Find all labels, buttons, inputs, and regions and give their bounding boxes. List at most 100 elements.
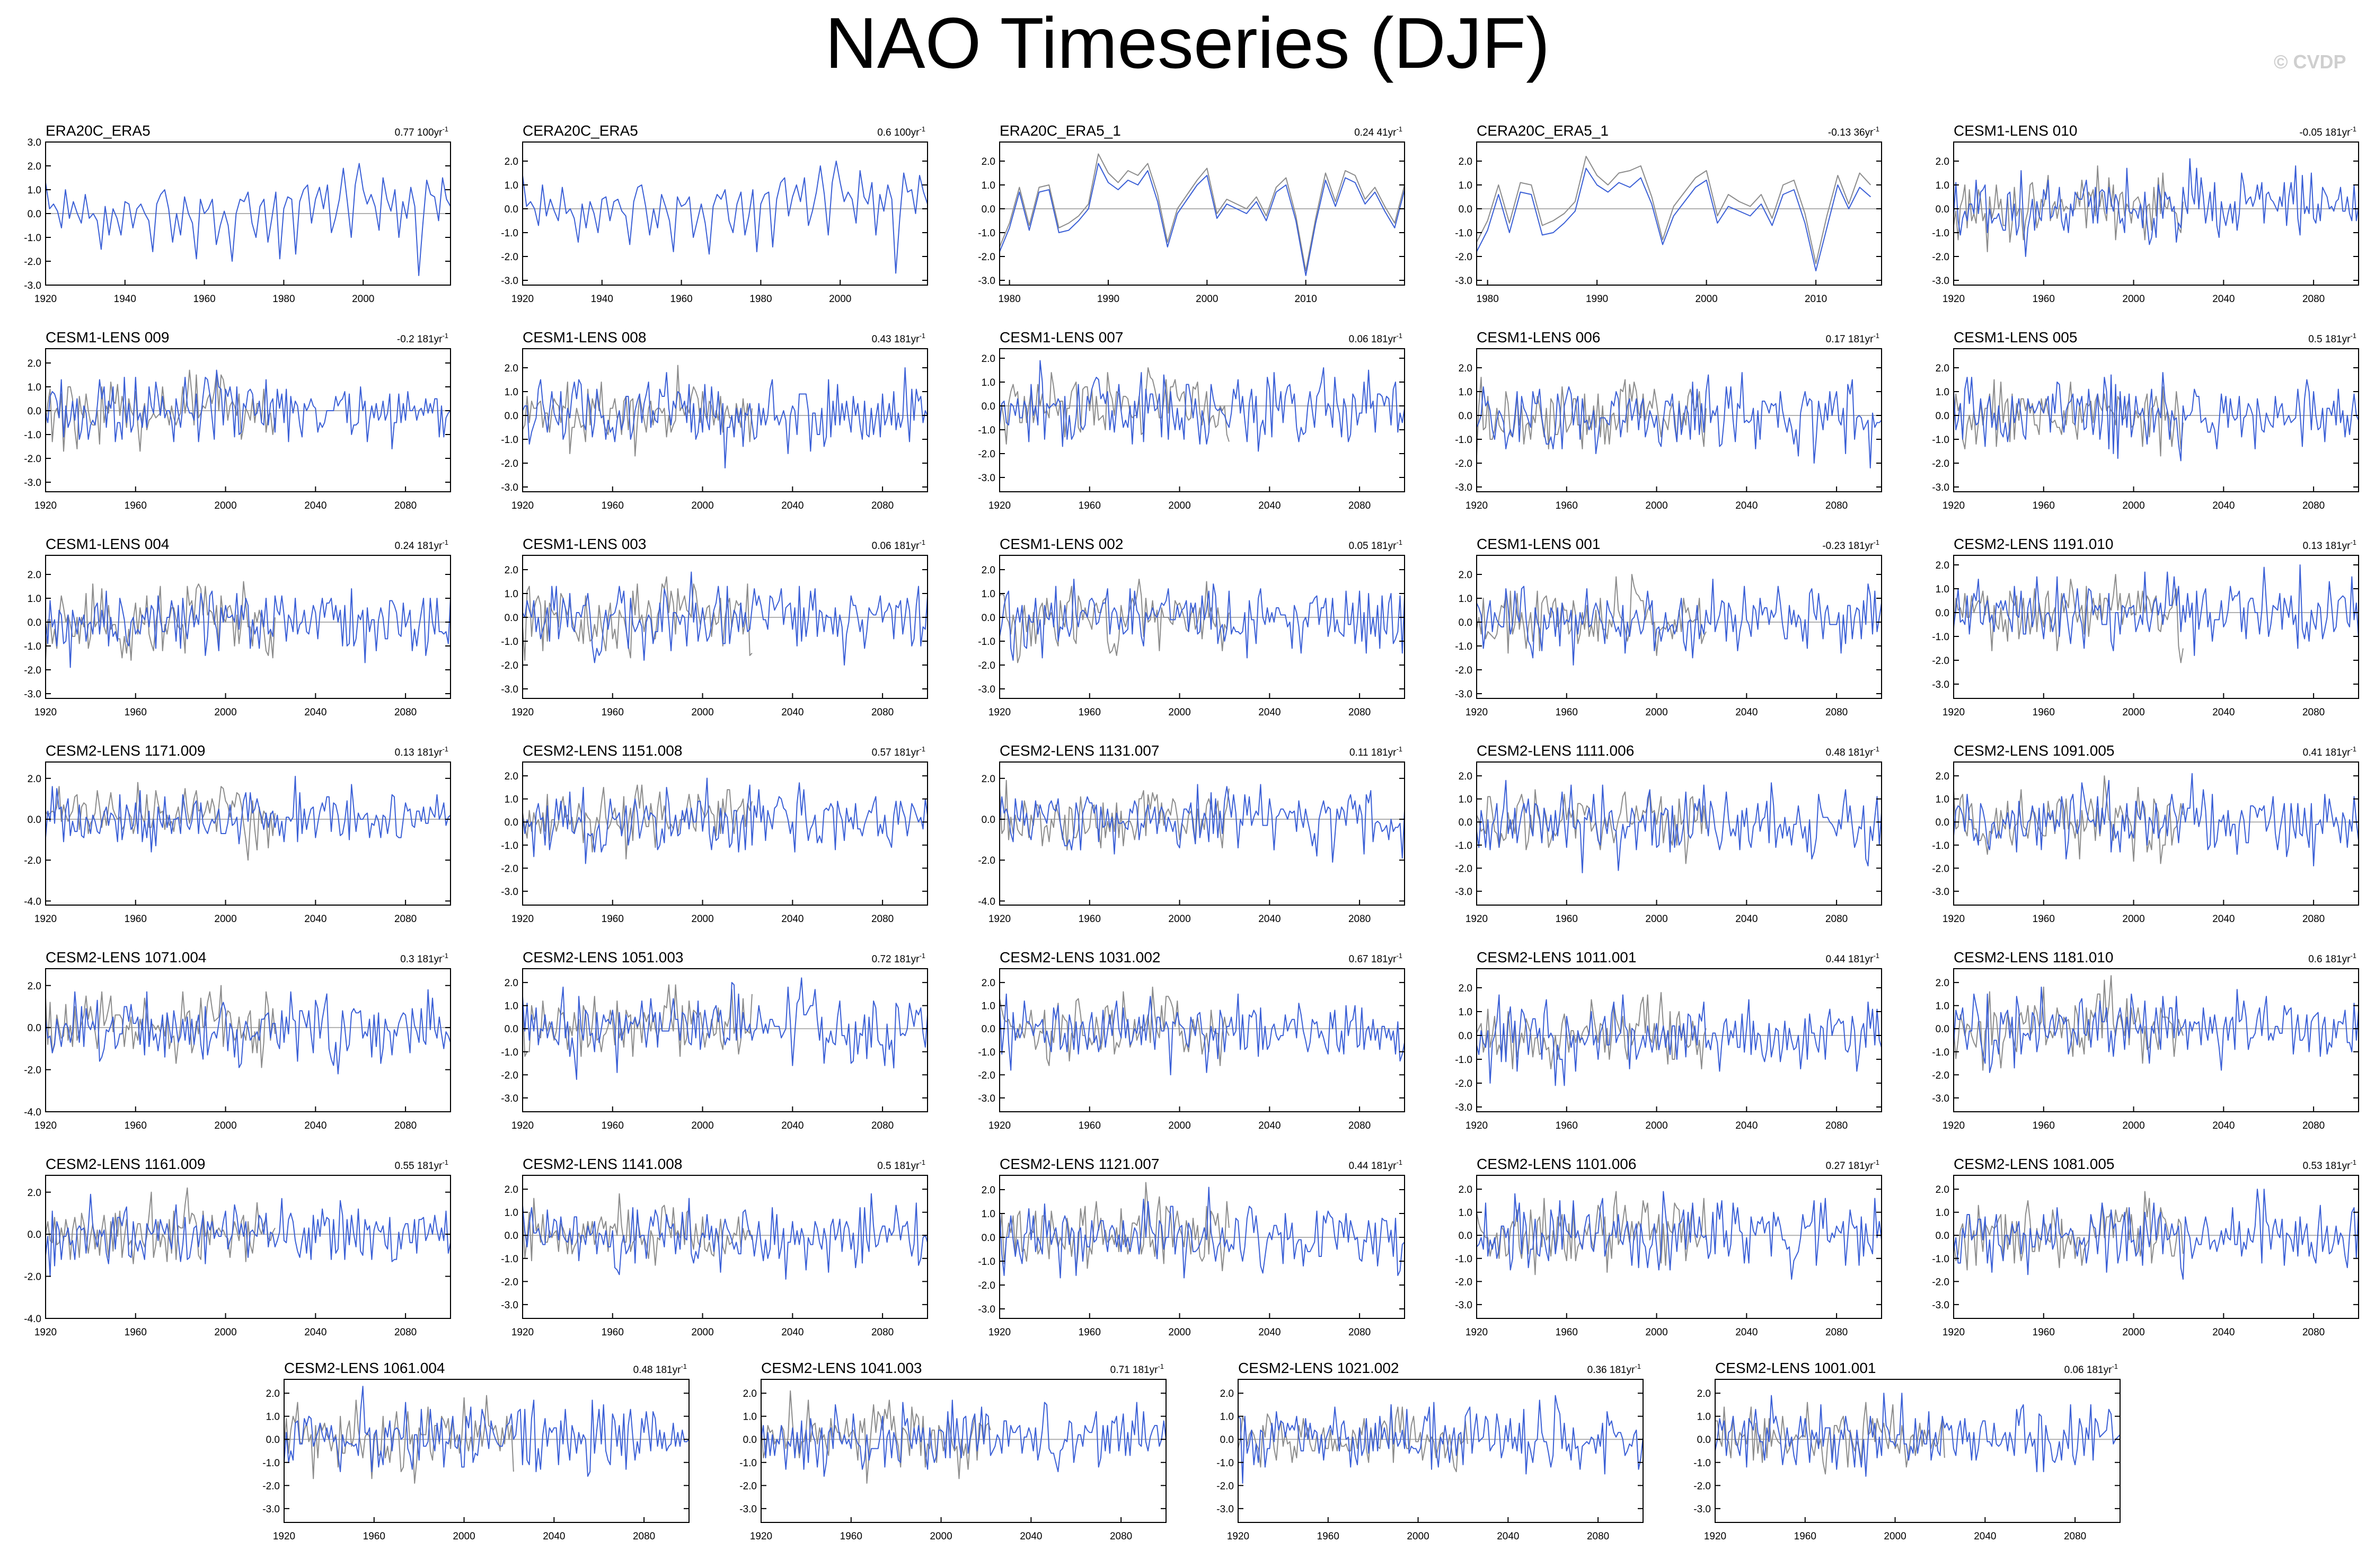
y-tick-label: 2.0 <box>505 565 518 576</box>
x-tick-label: 2080 <box>1348 1120 1371 1131</box>
y-tick-label: -2.0 <box>24 1065 41 1076</box>
y-tick-label: 0.0 <box>982 1233 995 1244</box>
y-tick-label: 1.0 <box>505 180 518 191</box>
y-tick-label: 1.0 <box>982 377 995 388</box>
x-tick-label: 2040 <box>543 1531 565 1542</box>
y-tick-label: 2.0 <box>1459 771 1472 782</box>
plot-frame <box>45 761 451 906</box>
y-tick-label: -1.0 <box>501 1047 518 1058</box>
trend-label: 0.67 181yr-1 <box>1349 952 1402 965</box>
plot-frame <box>522 761 928 906</box>
series-line <box>1953 372 2359 462</box>
y-tick-label: -3.0 <box>1932 1300 1949 1311</box>
y-tick-label: -1.0 <box>501 840 518 852</box>
x-tick-label: 2000 <box>691 1327 713 1338</box>
nao-panel: CESM2-LENS 1131.007 0.11 181yr-1 2.0 0.0 -2.… <box>954 731 1420 943</box>
y-tick-label: 0.0 <box>743 1434 757 1446</box>
y-tick-label: 0.0 <box>1936 1024 1949 1035</box>
series-line <box>761 1390 991 1484</box>
x-tick-label: 2040 <box>304 707 326 718</box>
x-tick-label: 1960 <box>602 914 624 925</box>
panel-plot: CESM2-LENS 1051.003 0.72 181yr-1 2.0 1.0 0.0… <box>501 949 928 1131</box>
x-tick-label: 1960 <box>2033 294 2055 305</box>
y-tick-label: -2.0 <box>1932 863 1949 874</box>
panel-title: CESM2-LENS 1121.007 <box>1000 1156 1159 1172</box>
x-tick-label: 1990 <box>1097 294 1119 305</box>
x-tick-label: 2080 <box>871 500 894 511</box>
x-tick-label: 2080 <box>394 914 417 925</box>
y-tick-label: -2.0 <box>501 660 518 671</box>
x-tick-label: 1960 <box>2033 1327 2055 1338</box>
trend-label: 0.71 181yr-1 <box>1110 1362 1164 1376</box>
series-line <box>1953 165 2184 252</box>
x-tick-label: 2000 <box>930 1531 952 1542</box>
x-tick-label: 2080 <box>394 500 417 511</box>
series-line <box>1953 158 2359 257</box>
panel-title: CESM2-LENS 1061.004 <box>284 1360 445 1376</box>
y-tick-label: 2.0 <box>505 771 518 782</box>
x-tick-label: 1960 <box>363 1531 385 1542</box>
panel-plot: CESM2-LENS 1171.009 0.13 181yr-1 2.0 0.0 -2.… <box>24 742 451 925</box>
panel-title: CESM2-LENS 1131.007 <box>1000 742 1159 759</box>
y-tick-label: -4.0 <box>24 1314 41 1325</box>
plot-frame <box>999 348 1405 492</box>
credit-watermark: © CVDP <box>2274 51 2346 73</box>
series-line <box>522 367 928 468</box>
y-tick-label: 0.0 <box>1459 411 1472 422</box>
plot-frame <box>522 348 928 492</box>
y-tick-label: -1.0 <box>24 233 41 244</box>
y-tick-label: -2.0 <box>501 863 518 874</box>
y-tick-label: -2.0 <box>1455 665 1472 676</box>
x-tick-label: 2080 <box>394 1120 417 1131</box>
x-tick-label: 2000 <box>214 707 236 718</box>
y-tick-label: -4.0 <box>24 1107 41 1118</box>
y-tick-label: 2.0 <box>1936 771 1949 782</box>
y-tick-label: -2.0 <box>1693 1481 1711 1492</box>
y-tick-label: 1.0 <box>1936 1208 1949 1219</box>
panel-plot: CESM2-LENS 1071.004 0.3 181yr-1 2.0 0.0 -2.0… <box>24 949 451 1131</box>
trend-label: 0.3 181yr-1 <box>400 952 448 965</box>
panel-plot: CESM2-LENS 1101.006 0.27 181yr-1 2.0 1.0 0.0… <box>1455 1156 1882 1338</box>
x-tick-label: 1960 <box>125 1327 147 1338</box>
y-tick-label: -2.0 <box>24 1272 41 1283</box>
x-tick-label: 2080 <box>2302 1120 2325 1131</box>
x-tick-label: 1980 <box>998 294 1020 305</box>
y-tick-label: 0.0 <box>982 1024 995 1035</box>
panel-title: CESM2-LENS 1101.006 <box>1477 1156 1636 1172</box>
y-tick-label: 0.0 <box>505 1024 518 1035</box>
y-tick-label: -3.0 <box>1455 1102 1472 1113</box>
panel-plot: CESM1-LENS 001 -0.23 181yr-1 2.0 1.0 0.0 -1.0… <box>1455 536 1882 718</box>
x-tick-label: 2040 <box>781 1120 804 1131</box>
nao-panel: CESM2-LENS 1111.006 0.48 181yr-1 2.0 1.0 0.0… <box>1431 731 1897 943</box>
x-tick-label: 1960 <box>2033 500 2055 511</box>
x-tick-label: 1960 <box>1556 1327 1578 1338</box>
series-line <box>1953 773 2359 866</box>
x-tick-label: 2080 <box>394 1327 417 1338</box>
x-tick-label: 2040 <box>2212 914 2235 925</box>
nao-panel: CESM1-LENS 006 0.17 181yr-1 2.0 1.0 0.0 -1.0 -… <box>1431 318 1897 530</box>
x-tick-label: 1920 <box>511 294 534 305</box>
y-tick-label: 1.0 <box>1459 1208 1472 1219</box>
nao-panel: ERA20C_ERA5 0.77 100yr-1 3.0 2.0 1.0 0.0 -1.0 -… <box>0 111 466 323</box>
x-tick-label: 2040 <box>781 500 804 511</box>
trend-label: 0.77 100yr-1 <box>395 125 448 138</box>
y-tick-label: -4.0 <box>978 896 995 907</box>
panel-plot: CESM2-LENS 1091.005 0.41 181yr-1 2.0 1.0 0.0… <box>1932 742 2359 925</box>
x-tick-label: 1960 <box>602 707 624 718</box>
y-tick-label: -2.0 <box>1455 863 1472 874</box>
y-tick-label: -1.0 <box>1693 1458 1711 1469</box>
y-tick-label: -3.0 <box>1693 1504 1711 1515</box>
x-tick-label: 2000 <box>1168 707 1190 718</box>
panel-plot: CESM1-LENS 007 0.06 181yr-1 2.0 1.0 0.0 -1.0 -… <box>978 329 1405 511</box>
panel-plot: CESM2-LENS 1181.010 0.6 181yr-1 2.0 1.0 0.0 -… <box>1932 949 2359 1131</box>
y-tick-label: -2.0 <box>501 1277 518 1288</box>
panel-title: CESM1-LENS 008 <box>523 329 646 346</box>
panel-plot: CESM2-LENS 1121.007 0.44 181yr-1 2.0 1.0 0.0… <box>978 1156 1405 1338</box>
panel-plot: CESM1-LENS 005 0.5 181yr-1 2.0 1.0 0.0 -1.0 -2… <box>1932 329 2359 511</box>
series-line <box>999 360 1405 452</box>
y-tick-label: -2.0 <box>501 458 518 469</box>
x-tick-label: 2080 <box>633 1531 655 1542</box>
y-tick-label: -2.0 <box>978 1070 995 1081</box>
x-tick-label: 1920 <box>1465 707 1488 718</box>
series-line <box>522 365 753 457</box>
